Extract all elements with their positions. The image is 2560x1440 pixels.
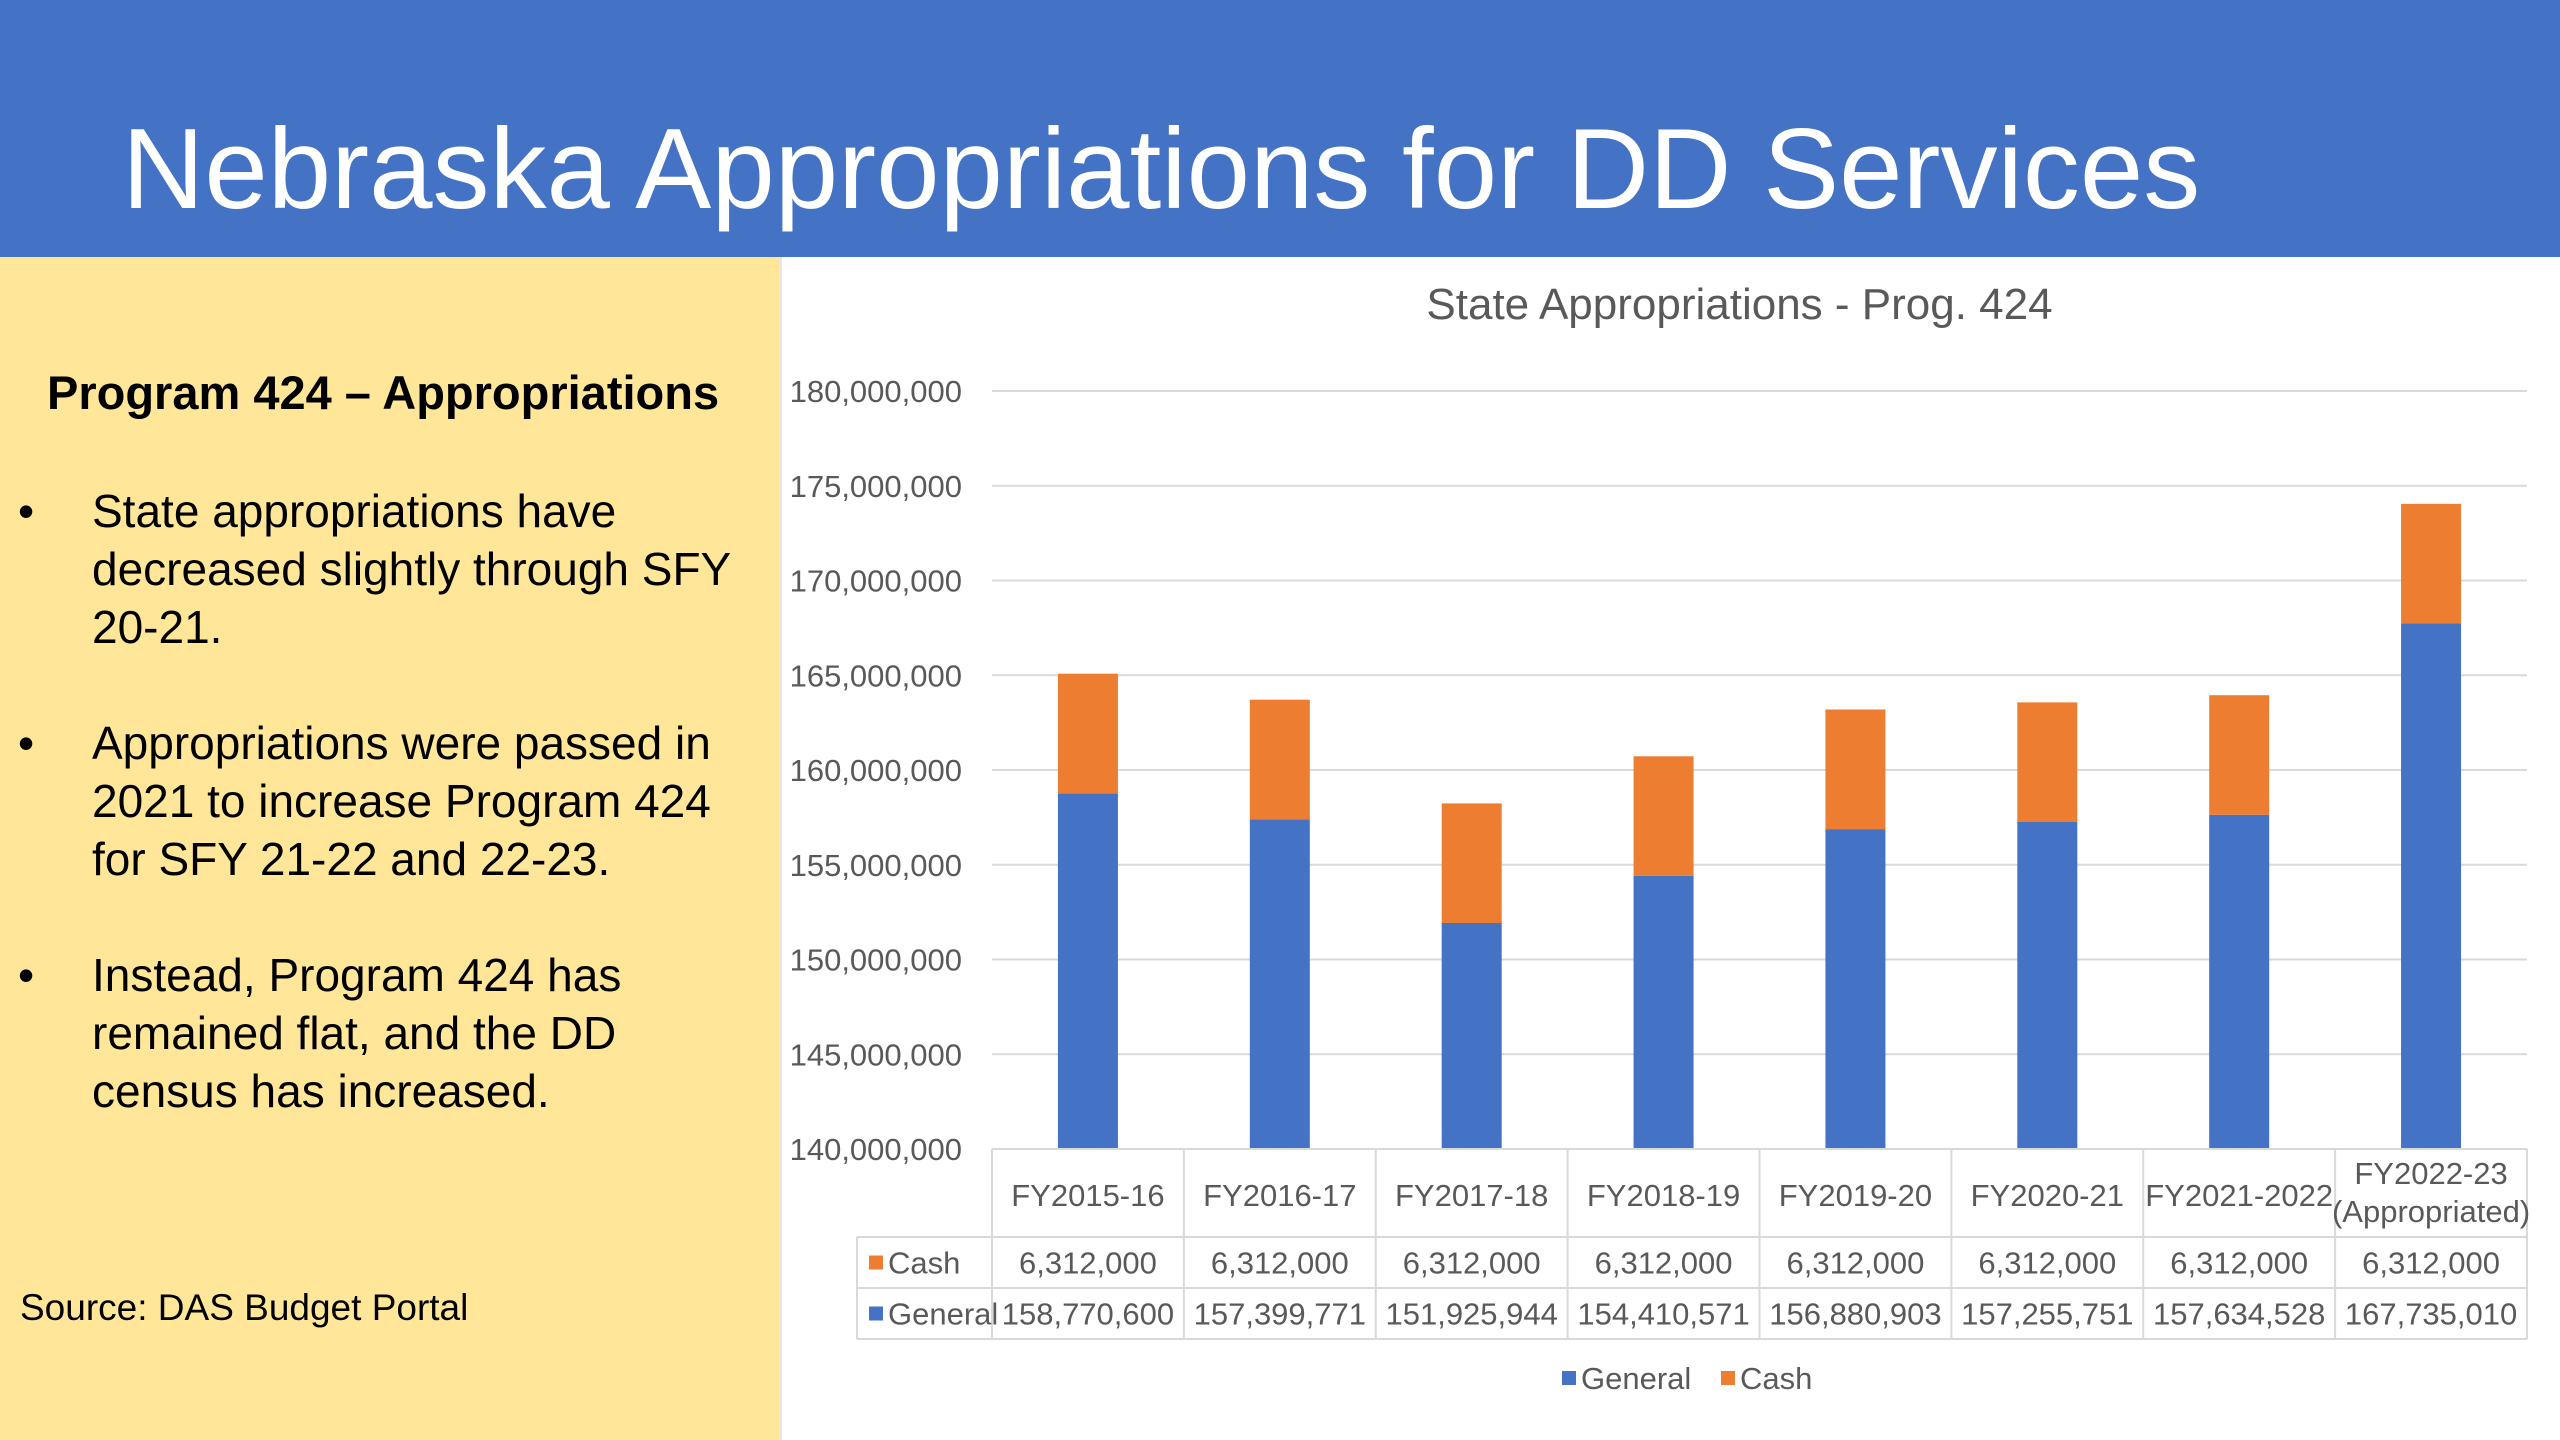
legend-key	[1721, 1371, 1735, 1385]
chart-panel: State Appropriations - Prog. 424 140,000,…	[779, 257, 2560, 1440]
y-tick-label: 170,000,000	[790, 564, 962, 599]
legend-label: General	[1581, 1361, 1691, 1396]
table-data-label: 6,312,000	[1786, 1246, 1924, 1281]
bar-cash	[2209, 695, 2270, 815]
x-category-label: FY2020-21	[1971, 1178, 2124, 1213]
y-tick-label: 155,000,000	[790, 848, 962, 883]
table-data-label: 6,312,000	[1211, 1246, 1349, 1281]
bar-general	[1633, 875, 1694, 1149]
table-data-label: 157,634,528	[2153, 1297, 2325, 1332]
table-data-label: 6,312,000	[2362, 1246, 2500, 1281]
table-data-label: 156,880,903	[1769, 1297, 1941, 1332]
y-tick-label: 180,000,000	[790, 374, 962, 409]
x-category-label: FY2021-2022	[2145, 1178, 2333, 1213]
table-data-label: 6,312,000	[1019, 1246, 1157, 1281]
legend-label: Cash	[1740, 1361, 1812, 1396]
bar-cash	[1825, 709, 1886, 830]
x-category-label: FY2016-17	[1203, 1178, 1356, 1213]
bar-general	[1249, 819, 1310, 1149]
table-legend-key	[869, 1306, 883, 1321]
table-legend-key	[869, 1255, 883, 1270]
bar-cash	[1249, 699, 1310, 820]
table-data-label: 151,925,944	[1385, 1297, 1557, 1332]
bar-general	[2017, 822, 2078, 1149]
table-data-label: 6,312,000	[1978, 1246, 2116, 1281]
bullet-marker: •	[18, 717, 35, 769]
table-data-label: 6,312,000	[1595, 1246, 1733, 1281]
bar-general	[1057, 793, 1118, 1149]
chart-title: State Appropriations - Prog. 424	[1426, 280, 2052, 329]
bullet-text: Appropriations were passed in 2021 to in…	[92, 717, 711, 885]
page-title: Nebraska Appropriations for DD Services	[122, 106, 2201, 233]
legend-key	[1562, 1371, 1576, 1385]
bar-cash	[1441, 803, 1502, 924]
stacked-bar-chart: State Appropriations - Prog. 424 140,000,…	[790, 280, 2531, 1396]
y-tick-label: 160,000,000	[790, 753, 962, 788]
y-tick-label: 150,000,000	[790, 943, 962, 978]
bar-cash	[1633, 756, 1694, 876]
panel-heading: Program 424 – Appropriations	[47, 366, 720, 419]
y-tick-label: 145,000,000	[790, 1037, 962, 1072]
bullet-text: State appropriations have decreased slig…	[92, 485, 731, 653]
bullet-marker: •	[18, 485, 35, 537]
bar-general	[1825, 829, 1886, 1149]
bar-cash	[2017, 702, 2078, 823]
y-tick-label: 175,000,000	[790, 469, 962, 504]
bullet-marker: •	[18, 949, 35, 1001]
bullet-text: Instead, Program 424 has remained flat, …	[92, 949, 622, 1117]
source-note: Source: DAS Budget Portal	[20, 1287, 469, 1328]
bar-general	[1441, 923, 1502, 1149]
table-data-label: 157,399,771	[1194, 1297, 1366, 1332]
bullet-item: • Instead, Program 424 has remained flat…	[0, 946, 779, 1120]
x-category-label: FY2019-20	[1779, 1178, 1932, 1213]
bar-cash	[1057, 673, 1118, 794]
x-category-label: FY2018-19	[1587, 1178, 1740, 1213]
left-text-panel: Program 424 – Appropriations • State app…	[0, 257, 779, 1440]
x-category-label: FY2022-23	[2354, 1156, 2507, 1191]
x-category-label: FY2017-18	[1395, 1178, 1548, 1213]
table-row-label: General	[888, 1297, 998, 1332]
header-banner: Nebraska Appropriations for DD Services	[0, 0, 2560, 257]
y-tick-label: 140,000,000	[790, 1132, 962, 1167]
bar-cash	[2401, 503, 2462, 624]
bullet-item: • Appropriations were passed in 2021 to …	[0, 714, 779, 888]
table-data-label: 154,410,571	[1577, 1297, 1749, 1332]
table-data-label: 167,735,010	[2345, 1297, 2517, 1332]
bullet-list: • State appropriations have decreased sl…	[0, 482, 779, 1178]
table-data-label: 158,770,600	[1002, 1297, 1174, 1332]
bar-general	[2401, 623, 2462, 1149]
table-data-label: 6,312,000	[2170, 1246, 2308, 1281]
x-category-label: FY2015-16	[1011, 1178, 1164, 1213]
x-category-label: (Appropriated)	[2332, 1194, 2530, 1229]
bullet-item: • State appropriations have decreased sl…	[0, 482, 779, 656]
table-data-label: 6,312,000	[1403, 1246, 1541, 1281]
table-row-label: Cash	[888, 1246, 960, 1281]
bar-general	[2209, 814, 2270, 1149]
y-tick-label: 165,000,000	[790, 658, 962, 693]
table-data-label: 157,255,751	[1961, 1297, 2133, 1332]
